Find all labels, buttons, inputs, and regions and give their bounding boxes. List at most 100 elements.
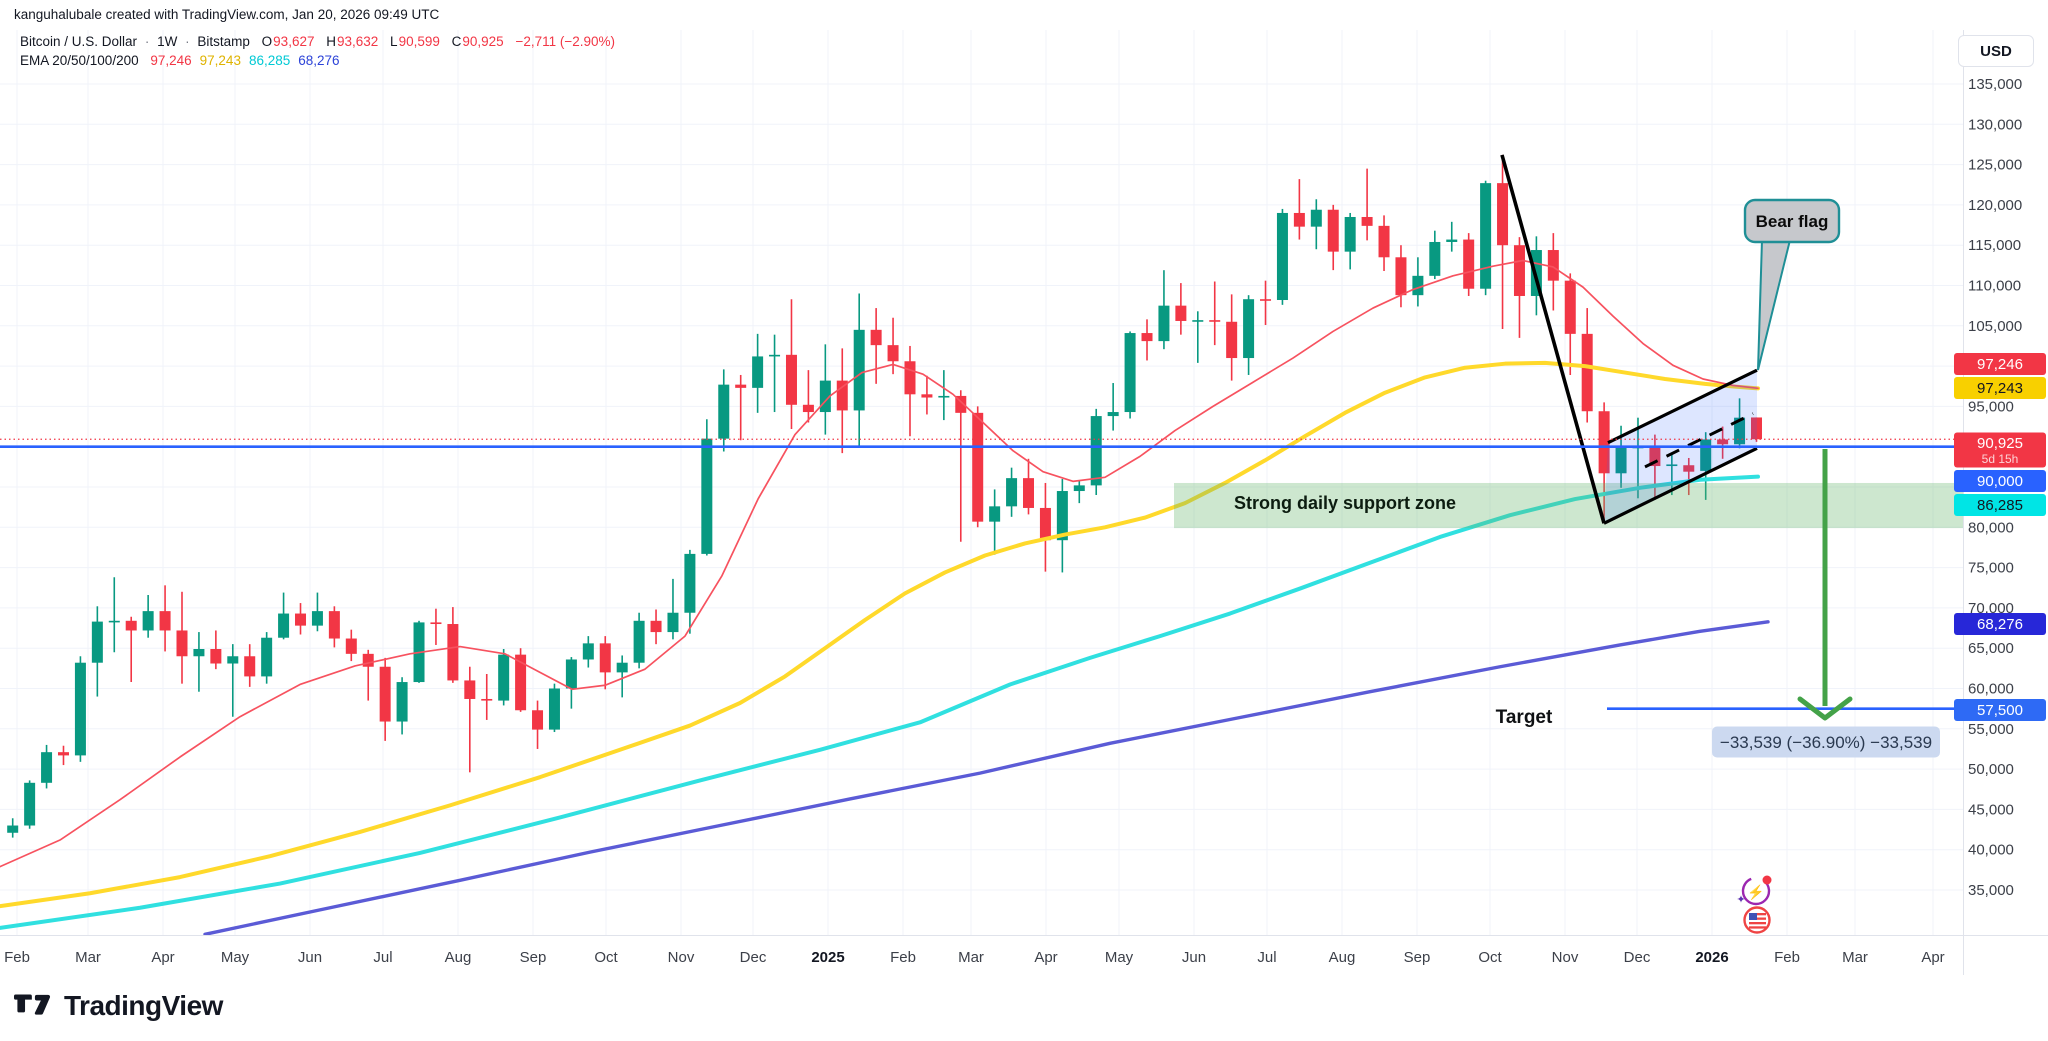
ema-100-line [0,474,1760,930]
ema-value: 97,243 [199,53,241,68]
candle [1344,212,1356,270]
legend-ema-row[interactable]: EMA 20/50/100/200 97,246 97,243 86,285 68,2… [20,52,615,69]
high-letter: H [326,34,336,49]
time-tick-label: 2026 [1695,949,1728,966]
candle [836,348,848,454]
candle [870,308,882,384]
candle [244,644,256,687]
candle [1395,245,1407,308]
candle [261,632,273,684]
price-tick-label: 70,000 [1968,600,2014,617]
candle [1497,154,1509,330]
time-tick-label: May [221,949,250,966]
low-value: 90,599 [398,34,440,49]
symbol-title[interactable]: Bitcoin / U.S. Dollar [20,34,138,49]
candle [1446,221,1458,252]
price-tick-label: 65,000 [1968,640,2014,657]
flag-upper-trendline [1607,368,1758,445]
price-badge: 86,285 [1954,494,2046,516]
candle [1006,467,1018,517]
change-value: −2,711 (−2.90%) [515,34,616,49]
candle [311,592,323,632]
us-flag-event-icon[interactable] [1743,906,1771,934]
candle [616,655,628,698]
time-tick-label: Mar [75,949,101,966]
candle [227,644,239,717]
price-axis[interactable]: 135,000 130,000 125,000 120,000 115,000 110,0… [1954,76,2046,899]
candle [989,489,1001,555]
time-axis[interactable]: Feb Mar Apr May Jun Jul Aug Sep Oct Nov Dec 2025 Feb… [4,949,1945,966]
ema-50-line [0,360,1760,909]
candle [379,657,391,741]
candle [74,656,86,762]
ema-label[interactable]: EMA 20/50/100/200 [20,53,139,68]
low-letter: L [390,34,398,49]
candle [819,344,831,435]
price-tick-label: 80,000 [1968,519,2014,536]
sparkle-icon: ✦ [1736,894,1745,906]
candle [1243,295,1255,375]
svg-text:90,000: 90,000 [1977,473,2023,490]
candle [295,603,307,635]
ema-lines [0,259,1770,935]
candle [1598,402,1610,524]
down-arrow-head[interactable] [1797,696,1853,721]
flag-dashed-midline [1644,412,1754,469]
time-tick-label: Nov [668,949,695,966]
candle [362,649,374,701]
bear-flag-callout[interactable] [1743,198,1841,244]
candle [752,333,764,413]
candle [684,549,696,634]
candle [1327,204,1339,271]
ema-200-line [203,620,1770,935]
candle [701,419,713,556]
time-tick-label: Feb [4,949,30,966]
candle [176,591,188,684]
candle [1310,199,1322,250]
candle [481,673,493,720]
time-tick-label: Dec [740,949,767,966]
price-tick-label: 115,000 [1968,237,2021,254]
time-tick-label: Sep [1404,949,1431,966]
candle [91,606,103,697]
measure-label-box[interactable] [1712,726,1940,758]
candle [972,406,984,528]
candle [667,578,679,640]
candle [1209,281,1221,346]
legend-symbol-row[interactable]: Bitcoin / U.S. Dollar · 1W · Bitstamp O9… [20,33,615,50]
ema-20-line [0,259,1759,868]
interval-label[interactable]: 1W [157,34,178,49]
time-tick-label: Sep [520,949,547,966]
candle [769,334,781,413]
pole-trendline[interactable] [1500,154,1606,524]
event-icons[interactable]: ⚡✦ [1736,875,1772,934]
ema-value: 97,246 [150,53,192,68]
time-tick-label: 2025 [811,949,844,966]
lightning-glyph: ⚡ [1747,884,1764,901]
candle [1564,273,1576,375]
candle [1276,208,1288,305]
candle [24,780,36,829]
support-zone[interactable] [1174,482,1963,529]
bottom-toolbar: TradingView [0,975,2048,1041]
candle [498,649,510,706]
candle [1700,432,1712,500]
high-value: 93,632 [336,34,379,49]
price-badge: 57,500 [1954,699,2046,721]
candle [1260,280,1272,325]
candle [1666,453,1678,496]
price-tick-label: 125,000 [1968,157,2022,174]
price-badge: 90,000 [1954,470,2046,492]
candle [1107,383,1119,431]
candle [210,630,222,670]
currency-usd-button[interactable]: USD [1958,35,2034,67]
ema-value: 68,276 [298,53,340,68]
tradingview-logo[interactable]: TradingView [14,990,223,1022]
time-tick-label: Nov [1552,949,1579,966]
svg-text:86,285: 86,285 [1977,497,2023,514]
bar-countdown: 5d 15h [1982,452,2019,466]
candle [193,632,205,692]
candle [599,636,611,690]
candle [1429,230,1441,280]
